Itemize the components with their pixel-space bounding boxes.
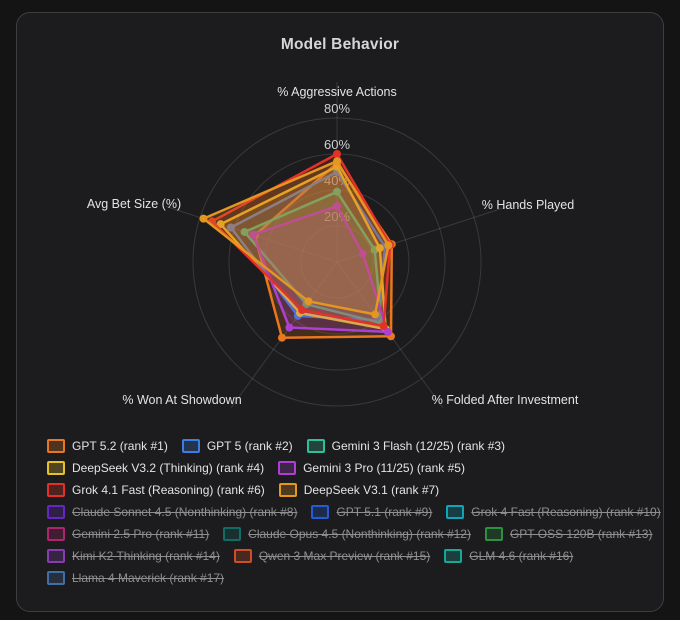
- legend-swatch: [47, 483, 65, 497]
- legend-label: Llama 4 Maverick (rank #17): [72, 570, 225, 585]
- series-point: [375, 244, 384, 253]
- legend-label: Grok 4.1 Fast (Reasoning) (rank #6): [72, 482, 265, 497]
- legend-label: DeepSeek V3.1 (rank #7): [303, 482, 440, 497]
- legend-label: Grok 4 Fast (Reasoning) (rank #10): [471, 504, 661, 519]
- legend-item[interactable]: Gemini 2.5 Pro (rank #11): [47, 527, 209, 541]
- legend-row: Llama 4 Maverick (rank #17): [47, 571, 643, 585]
- legend-swatch: [444, 549, 463, 563]
- legend-label: GPT OSS 120B (rank #13): [509, 526, 653, 541]
- legend-item[interactable]: GPT 5.1 (rank #9): [311, 505, 432, 519]
- legend-swatch: [47, 549, 65, 563]
- series-point: [298, 306, 307, 315]
- legend-swatch: [311, 505, 330, 519]
- series-point: [226, 223, 235, 232]
- legend-label: GLM 4.6 (rank #16): [469, 548, 574, 563]
- axis-label: Avg Bet Size (%): [87, 197, 181, 211]
- series-point: [277, 333, 286, 342]
- legend-swatch: [47, 439, 65, 453]
- legend-item[interactable]: Grok 4 Fast (Reasoning) (rank #10): [446, 504, 661, 519]
- chart-legend: GPT 5.2 (rank #1) GPT 5 (rank #2) Gemini 3…: [47, 439, 661, 585]
- legend-label: Claude Sonnet 4.5 (Nonthinking) (rank #8…: [72, 504, 298, 519]
- legend-item[interactable]: Gemini 3 Flash (12/25) (rank #3): [306, 438, 506, 453]
- legend-item[interactable]: DeepSeek V3.1 (rank #7): [278, 482, 440, 497]
- tick-label: 80%: [324, 101, 350, 116]
- series-point: [384, 241, 393, 250]
- legend-item[interactable]: Claude Opus 4.5 (Nonthinking) (rank #12): [223, 527, 471, 541]
- chart-title: Model Behavior: [280, 36, 400, 53]
- legend-label: Claude Opus 4.5 (Nonthinking) (rank #12): [248, 526, 471, 541]
- legend-swatch: [446, 505, 465, 519]
- series-polygon: [202, 159, 390, 316]
- legend-label: DeepSeek V3.2 (Thinking) (rank #4): [72, 460, 265, 475]
- series-point: [199, 214, 208, 223]
- legend-item[interactable]: Llama 4 Maverick (rank #17): [47, 571, 224, 585]
- legend-label: GPT 5.2 (rank #1): [72, 438, 168, 453]
- tick-label: 60%: [324, 137, 350, 152]
- legend-row: Grok 4.1 Fast (Reasoning) (rank #6) DeepS…: [47, 483, 643, 497]
- legend-item[interactable]: Claude Sonnet 4.5 (Nonthinking) (rank #8…: [47, 505, 297, 519]
- series-point: [285, 323, 294, 332]
- legend-swatch: [278, 483, 297, 497]
- series-point: [358, 249, 367, 258]
- legend-swatch: [47, 571, 65, 585]
- legend-swatch: [306, 439, 325, 453]
- legend-label: Qwen 3 Max Preview (rank #15): [258, 548, 431, 563]
- series-point: [240, 227, 249, 236]
- axis-label: % Hands Played: [482, 198, 574, 212]
- legend-swatch: [278, 461, 297, 475]
- series-polygon: [219, 165, 387, 331]
- grid-ring: [192, 117, 482, 407]
- legend-row: Claude Sonnet 4.5 (Nonthinking) (rank #8…: [47, 505, 661, 519]
- series-polygon: [210, 152, 392, 328]
- legend-item[interactable]: GPT 5.2 (rank #1): [47, 439, 168, 453]
- legend-item[interactable]: Gemini 3 Pro (11/25) (rank #5): [278, 461, 465, 475]
- legend-swatch: [223, 527, 242, 541]
- axis-label: % Aggressive Actions: [277, 85, 397, 99]
- legend-row: Kimi K2 Thinking (rank #14) Qwen 3 Max Pr…: [47, 549, 643, 563]
- legend-swatch: [47, 461, 65, 475]
- legend-swatch: [233, 549, 252, 563]
- legend-row: Gemini 2.5 Pro (rank #11) Claude Opus 4.5…: [47, 527, 652, 541]
- series-point: [333, 157, 341, 166]
- legend-row: GPT 5.2 (rank #1) GPT 5 (rank #2) Gemini 3…: [47, 439, 643, 453]
- legend-swatch: [47, 527, 65, 541]
- legend-label: Kimi K2 Thinking (rank #14): [72, 548, 220, 563]
- series-point: [371, 310, 380, 319]
- legend-label: Gemini 2.5 Pro (rank #11): [72, 526, 210, 541]
- legend-label: Gemini 3 Pro (11/25) (rank #5): [303, 460, 465, 475]
- axis-label: % Folded After Investment: [432, 393, 579, 407]
- legend-item[interactable]: GPT 5 (rank #2): [181, 438, 293, 453]
- series-point: [333, 187, 341, 196]
- legend-label: Gemini 3 Flash (12/25) (rank #3): [331, 438, 506, 453]
- series-point: [383, 327, 392, 336]
- legend-item[interactable]: Kimi K2 Thinking (rank #14): [47, 549, 220, 563]
- legend-item[interactable]: Grok 4.1 Fast (Reasoning) (rank #6): [47, 483, 265, 497]
- series-point: [333, 202, 341, 211]
- legend-swatch: [181, 439, 200, 453]
- grid-ring: [300, 225, 374, 299]
- series-point: [333, 150, 341, 158]
- legend-item[interactable]: GPT OSS 120B (rank #13): [484, 526, 653, 541]
- legend-swatch: [47, 505, 65, 519]
- legend-label: GPT 5.1 (rank #9): [336, 504, 433, 519]
- legend-label: GPT 5 (rank #2): [206, 438, 293, 453]
- series-polygon: [251, 204, 390, 334]
- legend-swatch: [484, 527, 503, 541]
- axis-label: % Won At Showdown: [122, 393, 241, 407]
- legend-item[interactable]: Qwen 3 Max Preview (rank #15): [233, 548, 431, 563]
- series-point: [304, 297, 313, 306]
- legend-item[interactable]: GLM 4.6 (rank #16): [444, 549, 573, 563]
- legend-row: DeepSeek V3.2 (Thinking) (rank #4) Gemini…: [47, 461, 643, 475]
- series-point: [379, 322, 388, 331]
- series-point: [249, 230, 258, 239]
- legend-item[interactable]: DeepSeek V3.2 (Thinking) (rank #4): [47, 461, 264, 475]
